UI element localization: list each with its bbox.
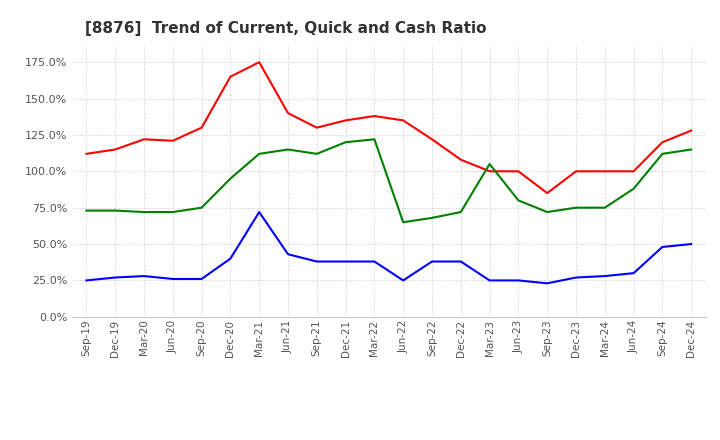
Quick Ratio <box>514 198 523 203</box>
Current Ratio <box>341 118 350 123</box>
Quick Ratio <box>284 147 292 152</box>
Cash Ratio <box>255 209 264 215</box>
Cash Ratio <box>687 242 696 247</box>
Current Ratio <box>658 139 667 145</box>
Current Ratio <box>456 157 465 162</box>
Cash Ratio <box>111 275 120 280</box>
Current Ratio <box>168 138 177 143</box>
Line: Current Ratio: Current Ratio <box>86 62 691 193</box>
Cash Ratio <box>197 276 206 282</box>
Quick Ratio <box>341 139 350 145</box>
Quick Ratio <box>428 215 436 220</box>
Cash Ratio <box>514 278 523 283</box>
Quick Ratio <box>370 137 379 142</box>
Current Ratio <box>226 74 235 79</box>
Quick Ratio <box>82 208 91 213</box>
Quick Ratio <box>629 186 638 191</box>
Current Ratio <box>82 151 91 157</box>
Quick Ratio <box>485 161 494 167</box>
Quick Ratio <box>226 176 235 181</box>
Current Ratio <box>111 147 120 152</box>
Current Ratio <box>543 191 552 196</box>
Cash Ratio <box>312 259 321 264</box>
Quick Ratio <box>197 205 206 210</box>
Cash Ratio <box>543 281 552 286</box>
Current Ratio <box>312 125 321 130</box>
Quick Ratio <box>658 151 667 157</box>
Cash Ratio <box>341 259 350 264</box>
Quick Ratio <box>456 209 465 215</box>
Current Ratio <box>572 169 580 174</box>
Current Ratio <box>629 169 638 174</box>
Line: Cash Ratio: Cash Ratio <box>86 212 691 283</box>
Current Ratio <box>255 59 264 65</box>
Current Ratio <box>370 114 379 119</box>
Current Ratio <box>514 169 523 174</box>
Cash Ratio <box>629 271 638 276</box>
Cash Ratio <box>456 259 465 264</box>
Quick Ratio <box>140 209 148 215</box>
Quick Ratio <box>255 151 264 157</box>
Cash Ratio <box>428 259 436 264</box>
Cash Ratio <box>168 276 177 282</box>
Current Ratio <box>399 118 408 123</box>
Current Ratio <box>197 125 206 130</box>
Line: Quick Ratio: Quick Ratio <box>86 139 691 222</box>
Current Ratio <box>284 110 292 116</box>
Cash Ratio <box>658 244 667 249</box>
Cash Ratio <box>370 259 379 264</box>
Text: [8876]  Trend of Current, Quick and Cash Ratio: [8876] Trend of Current, Quick and Cash … <box>85 21 486 36</box>
Cash Ratio <box>485 278 494 283</box>
Cash Ratio <box>399 278 408 283</box>
Current Ratio <box>485 169 494 174</box>
Cash Ratio <box>284 252 292 257</box>
Cash Ratio <box>140 273 148 279</box>
Quick Ratio <box>111 208 120 213</box>
Quick Ratio <box>399 220 408 225</box>
Cash Ratio <box>572 275 580 280</box>
Quick Ratio <box>572 205 580 210</box>
Cash Ratio <box>600 273 609 279</box>
Quick Ratio <box>600 205 609 210</box>
Current Ratio <box>687 128 696 133</box>
Current Ratio <box>428 137 436 142</box>
Quick Ratio <box>543 209 552 215</box>
Current Ratio <box>600 169 609 174</box>
Cash Ratio <box>226 256 235 261</box>
Quick Ratio <box>168 209 177 215</box>
Quick Ratio <box>312 151 321 157</box>
Cash Ratio <box>82 278 91 283</box>
Quick Ratio <box>687 147 696 152</box>
Current Ratio <box>140 137 148 142</box>
